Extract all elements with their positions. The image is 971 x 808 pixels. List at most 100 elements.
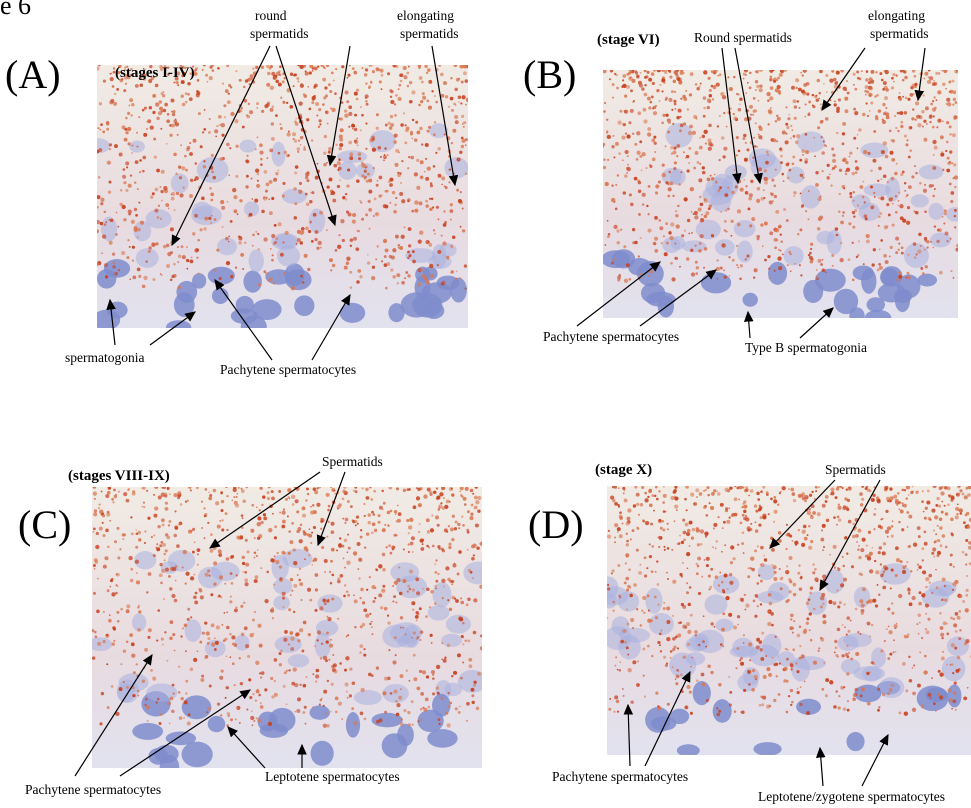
stain-grain <box>749 193 753 197</box>
stain-grain <box>376 113 379 116</box>
stain-grain <box>604 102 606 104</box>
stain-grain <box>157 525 160 528</box>
stain-grain <box>627 167 631 171</box>
stain-grain <box>409 254 412 257</box>
stain-grain <box>773 499 777 503</box>
stain-grain <box>305 72 309 76</box>
stain-grain <box>117 556 120 559</box>
stain-grain <box>118 491 120 493</box>
stain-grain <box>800 72 802 74</box>
stain-grain <box>612 601 615 604</box>
stain-grain <box>775 238 778 241</box>
stain-grain <box>195 176 199 180</box>
stain-grain <box>731 487 733 489</box>
stain-grain <box>907 254 909 256</box>
stain-grain <box>638 190 642 194</box>
stain-grain <box>946 633 949 636</box>
stain-grain <box>831 148 834 151</box>
stain-grain <box>474 496 478 500</box>
stain-grain <box>949 150 952 153</box>
stain-grain <box>197 651 199 653</box>
stain-grain <box>130 579 134 583</box>
stain-grain <box>412 724 414 726</box>
stain-grain <box>877 180 879 182</box>
stain-grain <box>856 541 858 543</box>
stain-grain <box>318 486 321 489</box>
stain-grain <box>942 120 944 122</box>
stain-grain <box>352 220 356 224</box>
stain-grain <box>623 191 626 194</box>
nucleus <box>446 615 471 634</box>
stain-grain <box>96 220 100 224</box>
stain-grain <box>818 92 821 95</box>
stain-grain <box>149 106 152 109</box>
stain-grain <box>404 633 406 635</box>
stain-grain <box>359 275 362 278</box>
stain-grain <box>684 498 687 501</box>
stain-grain <box>112 252 115 255</box>
stain-grain <box>712 234 714 236</box>
stain-grain <box>162 543 166 547</box>
stain-grain <box>742 531 745 534</box>
stain-grain <box>907 636 909 638</box>
stain-grain <box>730 545 734 549</box>
stain-grain <box>914 165 916 167</box>
stain-grain <box>451 583 453 585</box>
annotation: Pachytene spermatocytes <box>552 769 688 784</box>
stain-grain <box>424 171 426 173</box>
stain-grain <box>810 248 812 250</box>
stain-grain <box>802 530 806 534</box>
stain-grain <box>740 662 744 666</box>
stain-grain <box>917 123 921 127</box>
stain-grain <box>639 564 641 566</box>
stain-grain <box>647 213 649 215</box>
stain-grain <box>255 700 257 702</box>
stain-grain <box>780 250 782 252</box>
stain-grain <box>629 193 632 196</box>
stain-grain <box>256 717 258 719</box>
annotation: Leptotene/zygotene spermatocytes <box>758 789 945 804</box>
stain-grain <box>703 267 705 269</box>
stain-grain <box>887 536 889 538</box>
stain-grain <box>256 555 258 557</box>
stain-grain <box>413 505 417 509</box>
stain-grain <box>947 503 950 506</box>
stain-grain <box>911 117 914 120</box>
stain-grain <box>451 270 454 273</box>
stain-grain <box>722 155 725 158</box>
stain-grain <box>933 115 935 117</box>
stain-grain <box>803 630 807 634</box>
stain-grain <box>119 203 122 206</box>
stain-grain <box>889 129 892 132</box>
stain-grain <box>732 259 735 262</box>
stain-grain <box>148 246 152 250</box>
stain-grain <box>407 167 409 169</box>
stain-grain <box>839 258 843 262</box>
stain-grain <box>725 210 727 212</box>
stain-grain <box>442 506 445 509</box>
stain-grain <box>871 70 875 74</box>
stain-grain <box>637 660 639 662</box>
stain-grain <box>614 258 616 260</box>
stain-grain <box>649 555 652 558</box>
stain-grain <box>717 492 721 496</box>
stain-grain <box>267 497 270 500</box>
stain-grain <box>153 514 157 518</box>
stain-grain <box>790 668 792 670</box>
stain-grain <box>665 98 667 100</box>
stain-grain <box>799 264 801 266</box>
stain-grain <box>647 496 649 498</box>
stain-grain <box>742 514 745 517</box>
stain-grain <box>831 254 834 257</box>
stain-grain <box>398 512 402 516</box>
stain-grain <box>852 535 856 539</box>
stain-grain <box>390 268 393 271</box>
stain-grain <box>898 200 900 202</box>
stain-grain <box>225 89 229 93</box>
stain-grain <box>219 157 223 161</box>
stain-grain <box>753 137 755 139</box>
stain-grain <box>820 538 824 542</box>
stain-grain <box>385 205 389 209</box>
stain-grain <box>335 144 337 146</box>
stain-grain <box>167 113 170 116</box>
